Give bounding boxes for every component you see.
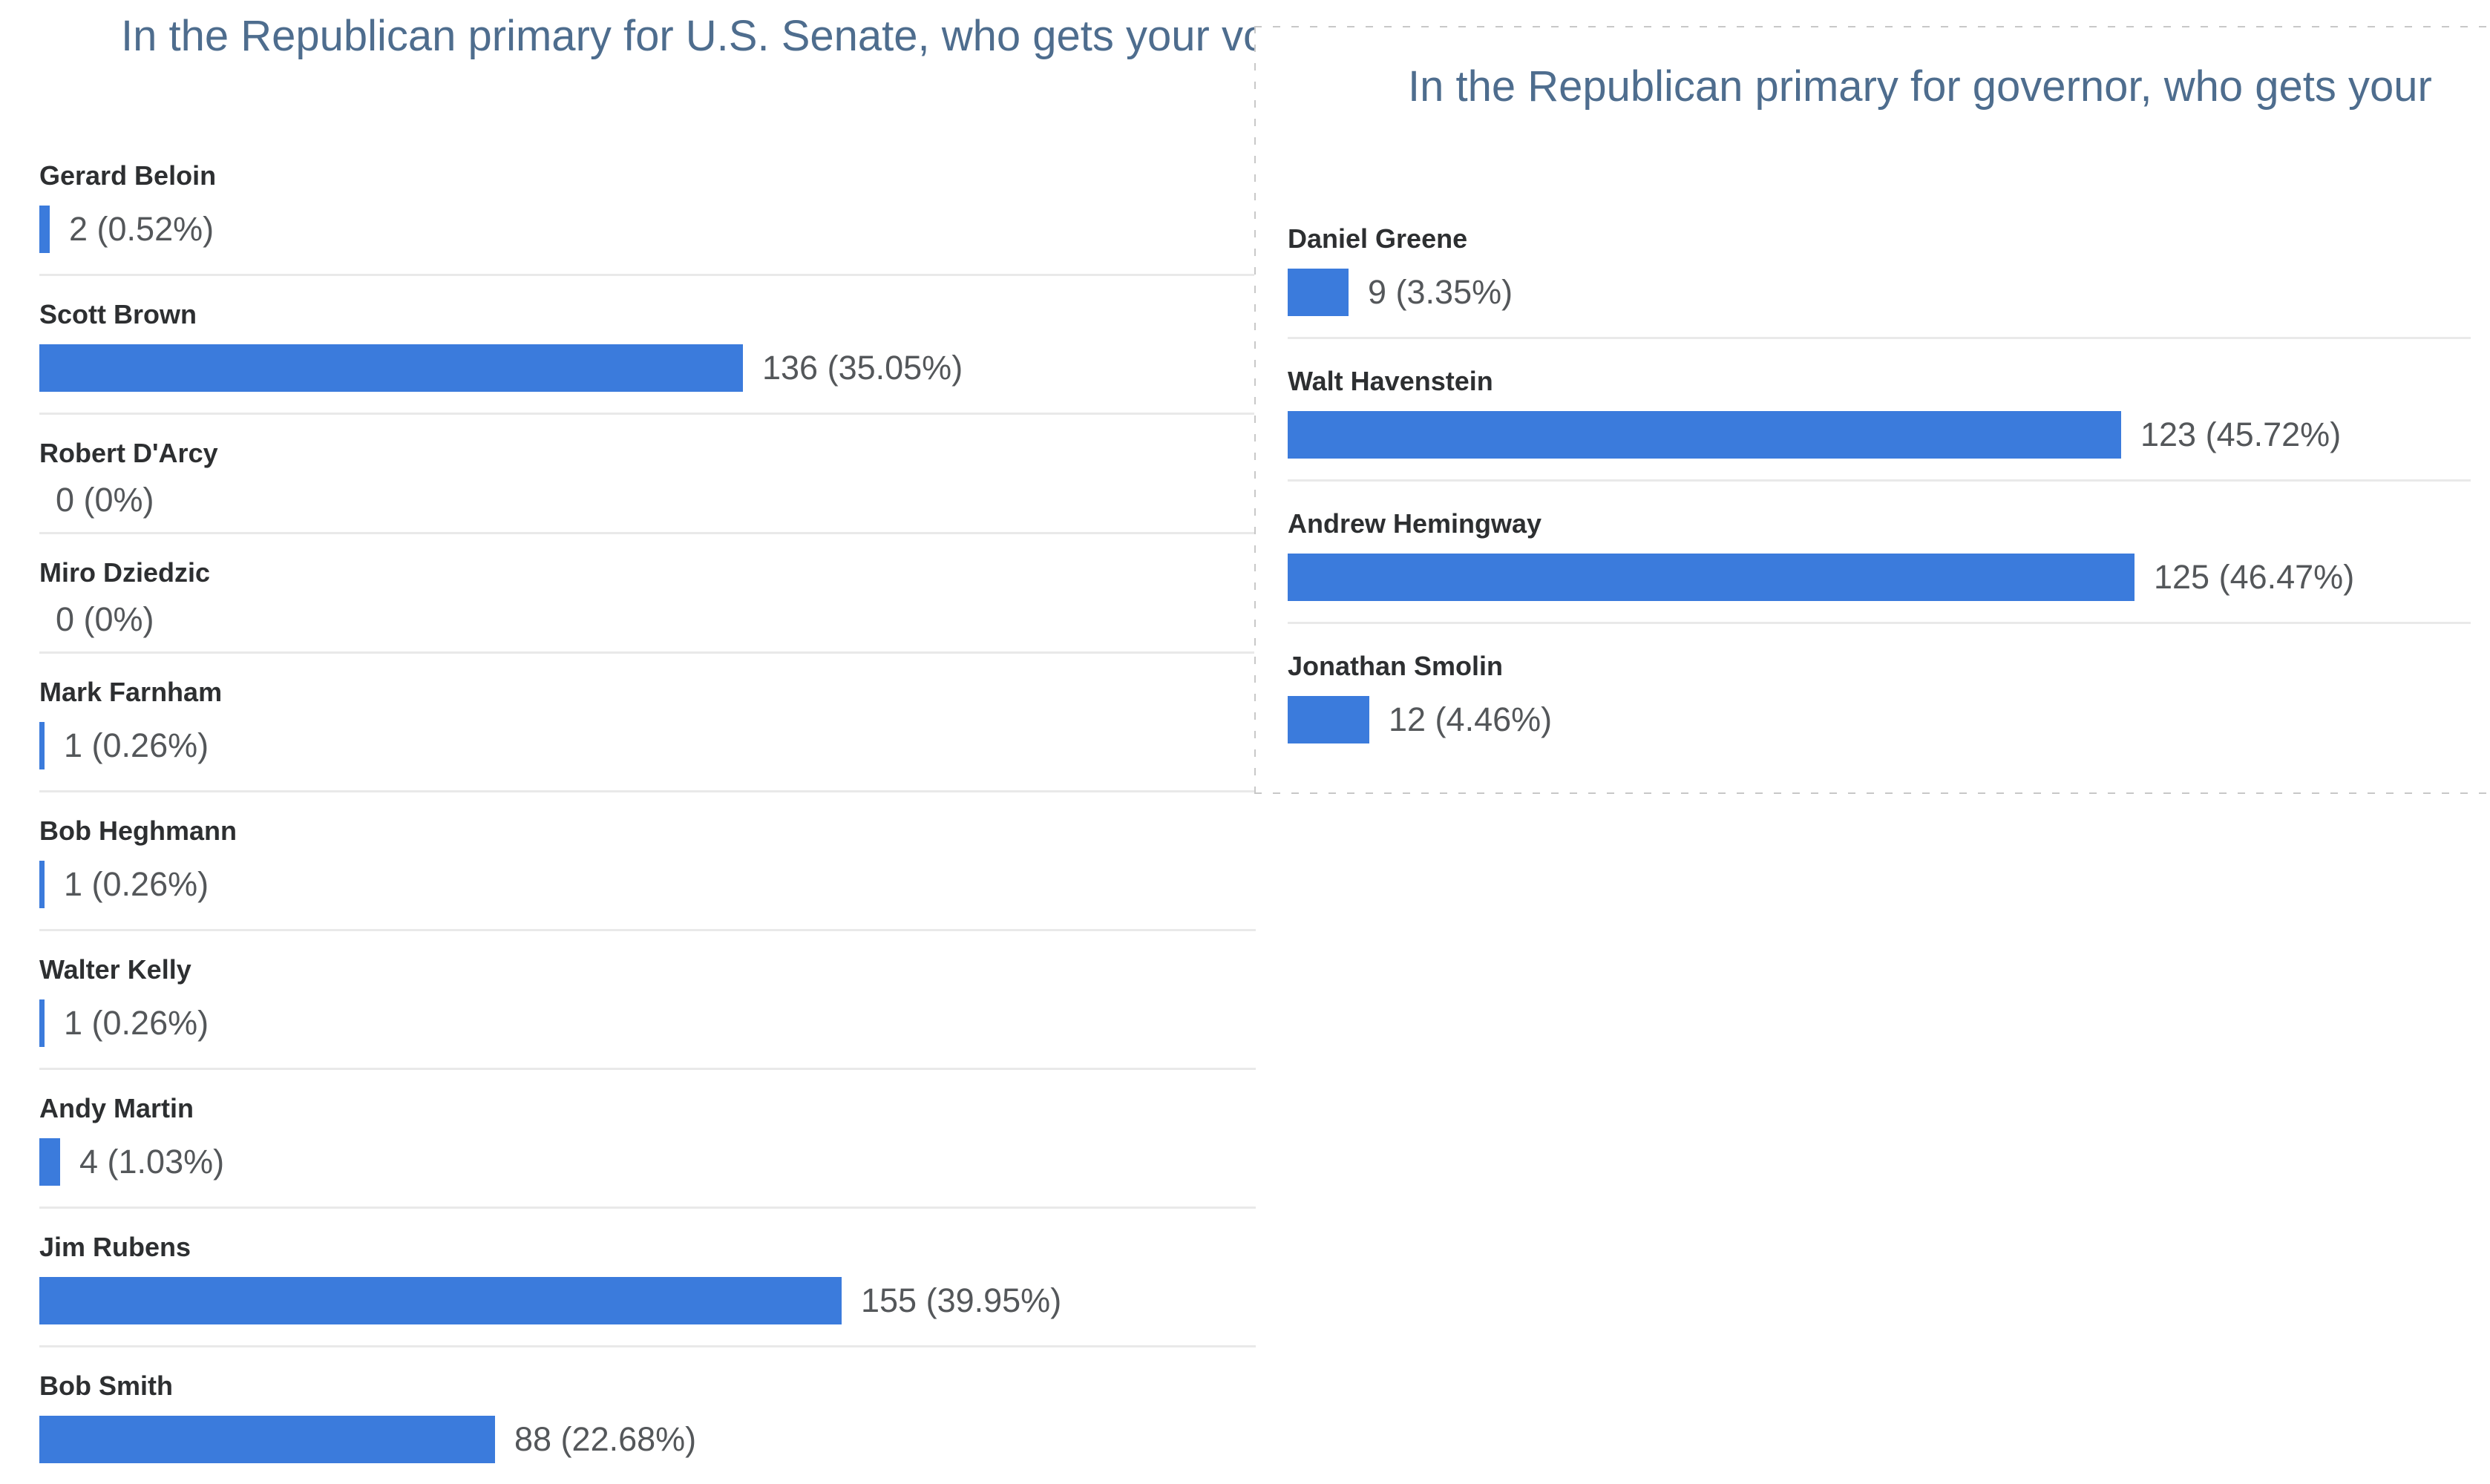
chart-title-senate: In the Republican primary for U.S. Senat… — [121, 12, 1268, 60]
candidate-row: Miro Dziedzic 0 (0%) — [39, 556, 1256, 654]
result-value-label: 0 (0%) — [56, 481, 154, 519]
candidate-name: Walter Kelly — [39, 954, 191, 985]
chart-governor-primary: In the Republican primary for governor, … — [1254, 26, 2490, 794]
result-bar — [39, 1138, 60, 1186]
row-divider — [39, 1206, 1256, 1209]
result-bar — [39, 1416, 495, 1463]
bar-line: 2 (0.52%) — [39, 206, 1256, 253]
result-value-label: 123 (45.72%) — [2140, 416, 2342, 453]
result-bar — [39, 722, 45, 769]
panel-dashed-border-top — [1254, 26, 2490, 27]
candidate-name: Gerard Beloin — [39, 160, 217, 191]
candidate-row: Gerard Beloin 2 (0.52%) — [39, 160, 1256, 276]
result-value-label: 2 (0.52%) — [69, 210, 214, 248]
row-divider — [39, 790, 1256, 792]
row-divider — [39, 929, 1256, 931]
bar-line: 4 (1.03%) — [39, 1138, 1256, 1186]
bar-line: 123 (45.72%) — [1288, 411, 2471, 459]
candidate-row: Robert D'Arcy 0 (0%) — [39, 437, 1256, 534]
row-divider — [39, 532, 1256, 534]
bar-line: 0 (0%) — [39, 603, 1256, 637]
candidate-name: Scott Brown — [39, 299, 197, 329]
candidate-name: Jonathan Smolin — [1288, 651, 1504, 681]
result-bar — [1288, 696, 1369, 743]
bar-line: 1 (0.26%) — [39, 999, 1256, 1047]
candidate-row: Andrew Hemingway 125 (46.47%) — [1288, 508, 2471, 624]
candidate-name: Daniel Greene — [1288, 223, 1468, 254]
result-bar — [39, 861, 45, 908]
candidate-row: Andy Martin 4 (1.03%) — [39, 1092, 1256, 1209]
result-bar — [1288, 411, 2121, 459]
result-bar — [39, 344, 743, 392]
row-divider — [39, 274, 1256, 276]
result-value-label: 125 (46.47%) — [2154, 558, 2355, 596]
chart-rows-governor: Daniel Greene 9 (3.35%) Walt Havenstein 123… — [1288, 223, 2471, 764]
chart-rows-senate: Gerard Beloin 2 (0.52%) Scott Brown 136 (35… — [39, 160, 1256, 1484]
result-bar — [1288, 269, 1349, 316]
result-value-label: 0 (0%) — [56, 600, 154, 638]
bar-line: 9 (3.35%) — [1288, 269, 2471, 316]
row-divider — [39, 1068, 1256, 1070]
candidate-name: Andrew Hemingway — [1288, 508, 1542, 539]
candidate-name: Robert D'Arcy — [39, 438, 218, 468]
candidate-name: Miro Dziedzic — [39, 557, 211, 588]
result-value-label: 9 (3.35%) — [1368, 273, 1513, 311]
row-divider — [39, 1345, 1256, 1347]
candidate-row: Mark Farnham 1 (0.26%) — [39, 676, 1256, 792]
candidate-name: Jim Rubens — [39, 1232, 191, 1262]
result-bar — [39, 206, 50, 253]
result-value-label: 12 (4.46%) — [1389, 700, 1553, 738]
result-value-label: 1 (0.26%) — [64, 1004, 209, 1042]
candidate-name: Mark Farnham — [39, 677, 223, 707]
candidate-name: Walt Havenstein — [1288, 366, 1493, 396]
chart-title-governor: In the Republican primary for governor, … — [1408, 62, 2432, 111]
result-bar — [39, 999, 45, 1047]
candidate-row: Walter Kelly 1 (0.26%) — [39, 953, 1256, 1070]
candidate-row: Daniel Greene 9 (3.35%) — [1288, 223, 2471, 339]
row-divider — [1288, 622, 2471, 624]
chart-senate-primary: In the Republican primary for U.S. Senat… — [39, 12, 1268, 1484]
candidate-name: Andy Martin — [39, 1093, 194, 1123]
bar-line: 1 (0.26%) — [39, 861, 1256, 908]
bar-line: 88 (22.68%) — [39, 1416, 1256, 1463]
candidate-row: Scott Brown 136 (35.05%) — [39, 298, 1256, 415]
candidate-row: Bob Heghmann 1 (0.26%) — [39, 815, 1256, 931]
candidate-row: Walt Havenstein 123 (45.72%) — [1288, 365, 2471, 482]
bar-line: 1 (0.26%) — [39, 722, 1256, 769]
bar-line: 125 (46.47%) — [1288, 554, 2471, 601]
candidate-row: Jim Rubens 155 (39.95%) — [39, 1231, 1256, 1347]
panel-dashed-border-bottom — [1254, 792, 2490, 794]
row-divider — [39, 413, 1256, 415]
result-value-label: 1 (0.26%) — [64, 726, 209, 764]
row-divider — [1288, 337, 2471, 339]
candidate-row: Bob Smith 88 (22.68%) — [39, 1370, 1256, 1463]
result-bar — [1288, 554, 2134, 601]
result-value-label: 155 (39.95%) — [861, 1281, 1062, 1319]
bar-line: 0 (0%) — [39, 483, 1256, 517]
candidate-name: Bob Smith — [39, 1370, 173, 1401]
row-divider — [1288, 479, 2471, 482]
panel-dashed-border-left — [1254, 26, 1256, 794]
bar-line: 136 (35.05%) — [39, 344, 1256, 392]
candidate-row: Jonathan Smolin 12 (4.46%) — [1288, 650, 2471, 743]
result-bar — [39, 1277, 842, 1324]
result-value-label: 1 (0.26%) — [64, 865, 209, 903]
bar-line: 155 (39.95%) — [39, 1277, 1256, 1324]
result-value-label: 136 (35.05%) — [762, 349, 963, 387]
row-divider — [39, 651, 1256, 654]
candidate-name: Bob Heghmann — [39, 815, 237, 846]
result-value-label: 4 (1.03%) — [79, 1143, 225, 1181]
result-value-label: 88 (22.68%) — [514, 1420, 697, 1458]
bar-line: 12 (4.46%) — [1288, 696, 2471, 743]
